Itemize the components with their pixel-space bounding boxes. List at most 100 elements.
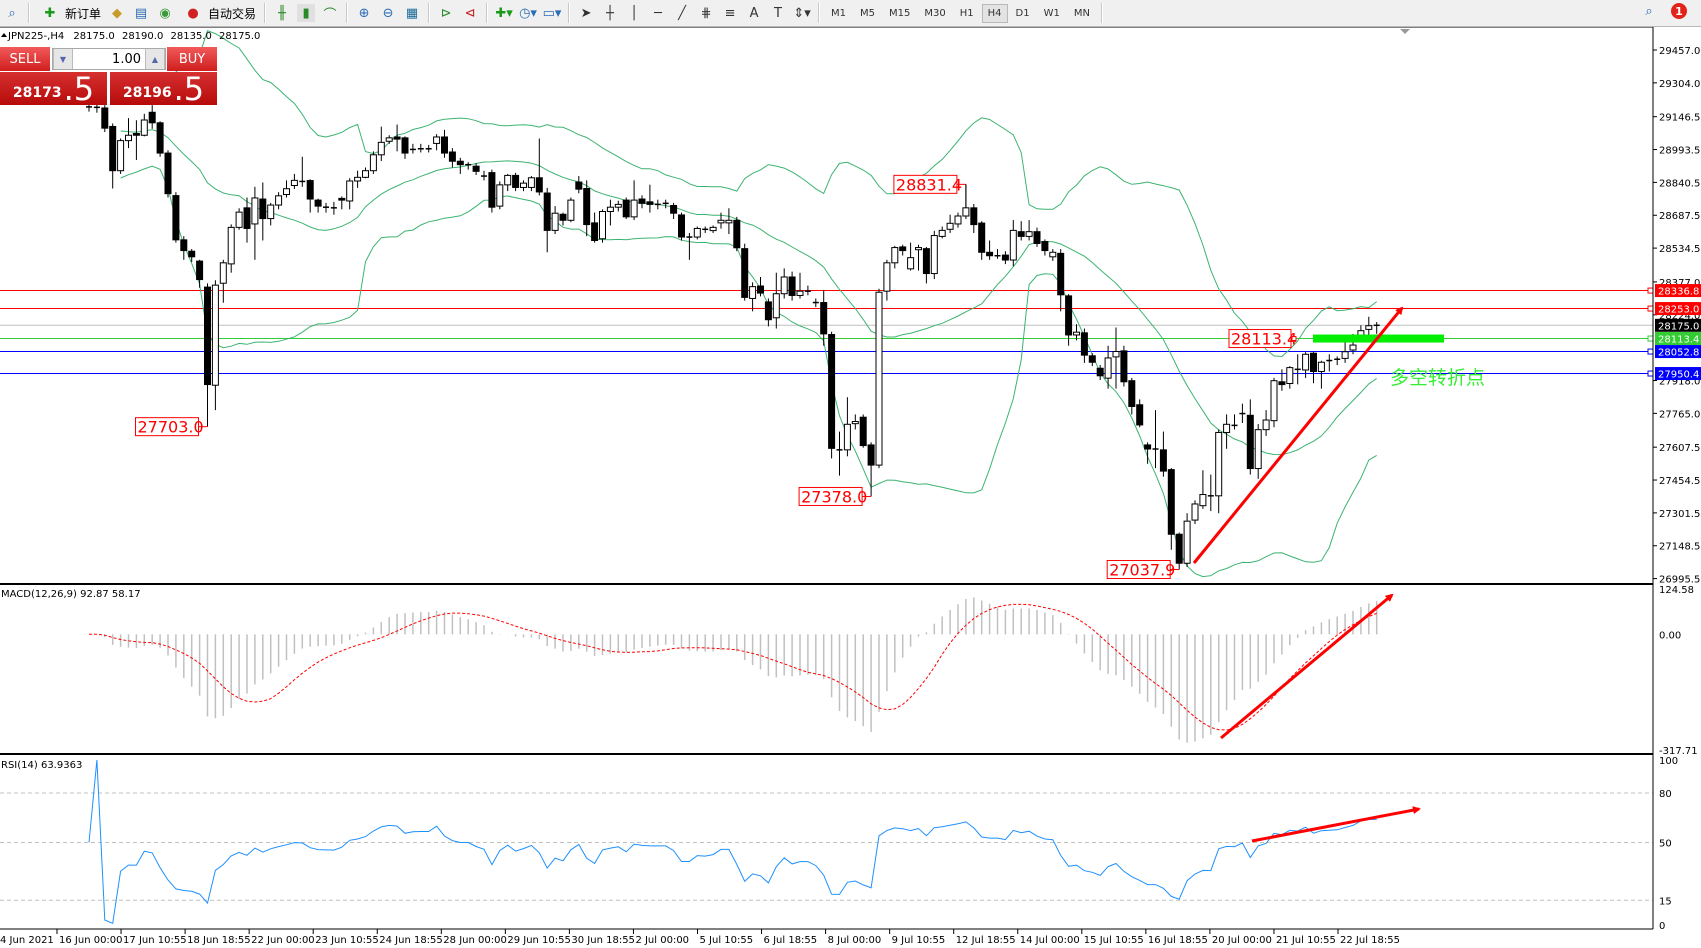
- rsi-tick-label: 0: [1659, 921, 1665, 932]
- auto-trading-icon: ●: [187, 5, 199, 21]
- candle: [1065, 294, 1073, 346]
- level-handle: [1647, 287, 1654, 294]
- horizontal-line-icon[interactable]: ─: [654, 5, 662, 21]
- timeframe-m30[interactable]: M30: [924, 7, 946, 19]
- candle: [1001, 251, 1009, 265]
- candle-body: [251, 197, 259, 225]
- candle: [1334, 356, 1341, 366]
- zoom-icon[interactable]: ⌕: [8, 5, 16, 21]
- chart-shift-icon[interactable]: ⊳: [440, 5, 452, 21]
- navigator-icon[interactable]: ▤: [134, 5, 148, 21]
- text-label-icon[interactable]: T: [774, 5, 782, 21]
- line-chart-icon[interactable]: ⌒: [323, 7, 337, 23]
- candle-body: [764, 301, 772, 321]
- buy-price-button[interactable]: 28196 .5: [110, 72, 217, 105]
- buy-button[interactable]: BUY: [167, 47, 217, 71]
- candle-body: [1057, 252, 1065, 296]
- timeframe-m1[interactable]: M1: [831, 7, 847, 19]
- market-watch-icon[interactable]: ◆: [112, 5, 123, 21]
- timeframe-mn[interactable]: MN: [1073, 7, 1090, 19]
- crosshair-icon[interactable]: ┼: [606, 5, 614, 21]
- signal-icon[interactable]: ◉: [159, 5, 171, 21]
- collapse-arrow-icon[interactable]: [1, 33, 7, 37]
- autoscroll-icon[interactable]: ⊲: [464, 5, 476, 21]
- candle: [702, 226, 709, 233]
- time-tick-label: 21 Jul 10:55: [1276, 935, 1336, 946]
- fibo-fan-icon[interactable]: ≡: [724, 5, 736, 21]
- candle: [235, 208, 243, 230]
- one-click-trading-panel: SELL ▼ 1.00 ▲ BUY 28173 .5 28196 .5: [0, 47, 217, 105]
- candle: [946, 214, 954, 233]
- candle: [323, 202, 329, 213]
- zoom-in-icon[interactable]: ⊕: [358, 5, 370, 21]
- timeframe-h1[interactable]: H1: [959, 7, 974, 19]
- candle: [1294, 354, 1301, 385]
- macd-tick-label: -317.71: [1659, 746, 1698, 757]
- text-icon[interactable]: A: [749, 5, 759, 21]
- candle: [1373, 322, 1380, 334]
- candle: [496, 181, 504, 210]
- new-order-button[interactable]: ✚ 新订单: [34, 2, 105, 24]
- bar-chart-icon[interactable]: ╫: [278, 5, 286, 21]
- price-tick-label: 29146.5: [1659, 113, 1700, 124]
- time-tick-label: 29 Jun 10:55: [507, 935, 571, 946]
- candle: [1286, 366, 1294, 389]
- sell-button[interactable]: SELL: [0, 47, 50, 71]
- timeframe-h4[interactable]: H4: [981, 3, 1008, 23]
- templates-icon[interactable]: ▭▾: [542, 5, 562, 21]
- indicators-icon[interactable]: ✚▾: [495, 5, 513, 21]
- level-price-badge: [1655, 318, 1701, 332]
- periods-icon[interactable]: ◷▾: [519, 5, 537, 21]
- candle-body: [1088, 355, 1096, 363]
- candle: [535, 138, 543, 196]
- candle: [543, 187, 551, 253]
- notification-icon[interactable]: 1: [1671, 3, 1687, 19]
- candlestick-icon[interactable]: ▮: [297, 4, 316, 22]
- candle: [101, 105, 109, 133]
- candle-body: [369, 154, 377, 172]
- toolbar: ⌕ ✚ 新订单 ◆ ▤ ◉ ● 自动交易 ╫ ▮ ⌒ ⊕ ⊖ ▦ ⊳ ⊲ ✚▾ …: [0, 0, 1701, 27]
- candle: [1326, 354, 1333, 372]
- candle-body: [401, 137, 409, 154]
- candle: [1223, 414, 1231, 449]
- tile-windows-icon[interactable]: ▦: [405, 5, 419, 21]
- volume-field[interactable]: ▼ 1.00 ▲: [52, 48, 166, 70]
- candle: [251, 186, 259, 260]
- time-tick-label: 8 Jul 00:00: [828, 935, 882, 946]
- candle-body: [693, 227, 701, 238]
- candle: [1096, 365, 1104, 381]
- candle-body: [1365, 325, 1373, 330]
- fibonacci-icon[interactable]: ⋕: [700, 5, 712, 21]
- auto-trading-button[interactable]: ● 自动交易: [177, 2, 260, 24]
- candle: [812, 298, 819, 308]
- timeframe-w1[interactable]: W1: [1043, 7, 1060, 19]
- candle: [583, 180, 591, 237]
- sell-price-button[interactable]: 28173 .5: [0, 72, 107, 105]
- vertical-line-icon[interactable]: │: [630, 5, 638, 21]
- candle: [1041, 239, 1049, 256]
- timeframe-m15[interactable]: M15: [889, 7, 911, 19]
- price-tick-label: 28224.0: [1659, 311, 1700, 322]
- candle-body: [733, 219, 741, 249]
- arrows-icon[interactable]: ⇕▾: [793, 5, 811, 21]
- volume-increase-button[interactable]: ▲: [145, 49, 165, 69]
- candle-body: [543, 192, 551, 231]
- zoom-out-icon[interactable]: ⊖: [382, 5, 394, 21]
- timeframe-m5[interactable]: M5: [860, 7, 876, 19]
- volume-decrease-button[interactable]: ▼: [53, 49, 73, 69]
- search-icon[interactable]: ⌕: [1645, 3, 1653, 19]
- candle: [527, 176, 535, 192]
- candle: [417, 143, 424, 153]
- candle: [1104, 345, 1112, 389]
- candle-body: [717, 219, 725, 224]
- volume-value[interactable]: 1.00: [112, 51, 141, 67]
- candle-body: [188, 250, 196, 258]
- toolbar-separator: [486, 3, 489, 23]
- trendline-icon[interactable]: ╱: [678, 5, 686, 21]
- candle-body: [362, 170, 369, 178]
- cursor-icon[interactable]: ➤: [580, 5, 592, 21]
- candle: [456, 157, 464, 174]
- timeframe-d1[interactable]: D1: [1015, 7, 1030, 19]
- candle: [559, 212, 567, 226]
